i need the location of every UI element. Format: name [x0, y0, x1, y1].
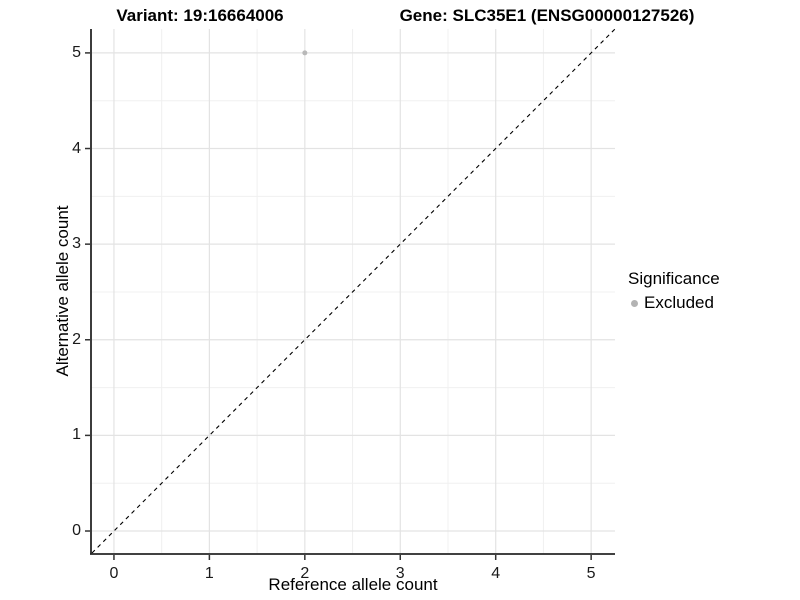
x-axis-title: Reference allele count	[268, 575, 438, 594]
legend-item-label: Excluded	[644, 293, 714, 312]
y-axis-title: Alternative allele count	[53, 205, 72, 377]
legend-point-icon	[631, 299, 638, 307]
legend-item-excluded: Excluded	[628, 293, 720, 313]
legend-title: Significance	[628, 269, 720, 288]
identity-reference-line	[91, 28, 616, 554]
plot-title-gene: Gene: SLC35E1 (ENSG00000127526)	[399, 6, 695, 25]
legend: Significance Excluded	[628, 269, 720, 313]
data-point-excluded	[302, 50, 308, 56]
plot-title-variant: Variant: 19:16664006	[116, 6, 284, 25]
